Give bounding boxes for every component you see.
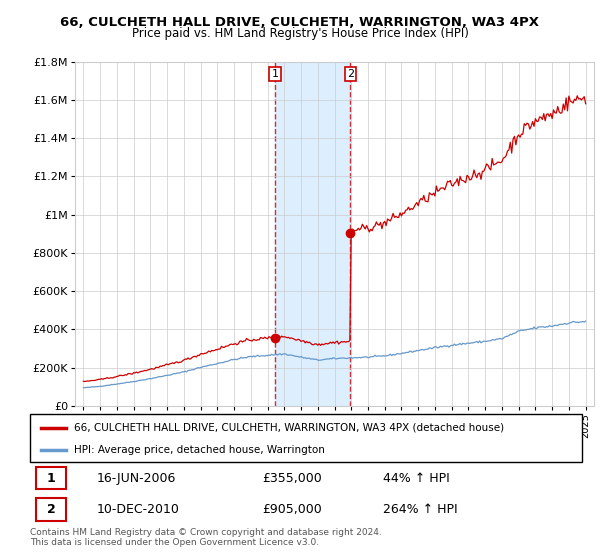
- Text: HPI: Average price, detached house, Warrington: HPI: Average price, detached house, Warr…: [74, 445, 325, 455]
- Text: 264% ↑ HPI: 264% ↑ HPI: [383, 503, 458, 516]
- Text: 66, CULCHETH HALL DRIVE, CULCHETH, WARRINGTON, WA3 4PX (detached house): 66, CULCHETH HALL DRIVE, CULCHETH, WARRI…: [74, 423, 504, 433]
- Text: 44% ↑ HPI: 44% ↑ HPI: [383, 472, 450, 485]
- Bar: [35, 467, 66, 489]
- Text: £905,000: £905,000: [262, 503, 322, 516]
- Text: 1: 1: [272, 69, 278, 80]
- Text: 1: 1: [47, 472, 55, 485]
- Text: Contains HM Land Registry data © Crown copyright and database right 2024.
This d: Contains HM Land Registry data © Crown c…: [30, 528, 382, 547]
- Bar: [275, 62, 350, 406]
- Text: 16-JUN-2006: 16-JUN-2006: [96, 472, 176, 485]
- Text: 10-DEC-2010: 10-DEC-2010: [96, 503, 179, 516]
- Text: 2: 2: [47, 503, 55, 516]
- Text: £355,000: £355,000: [262, 472, 322, 485]
- Text: Price paid vs. HM Land Registry's House Price Index (HPI): Price paid vs. HM Land Registry's House …: [131, 27, 469, 40]
- Bar: [35, 498, 66, 521]
- Text: 66, CULCHETH HALL DRIVE, CULCHETH, WARRINGTON, WA3 4PX: 66, CULCHETH HALL DRIVE, CULCHETH, WARRI…: [61, 16, 539, 29]
- Text: 2: 2: [347, 69, 354, 80]
